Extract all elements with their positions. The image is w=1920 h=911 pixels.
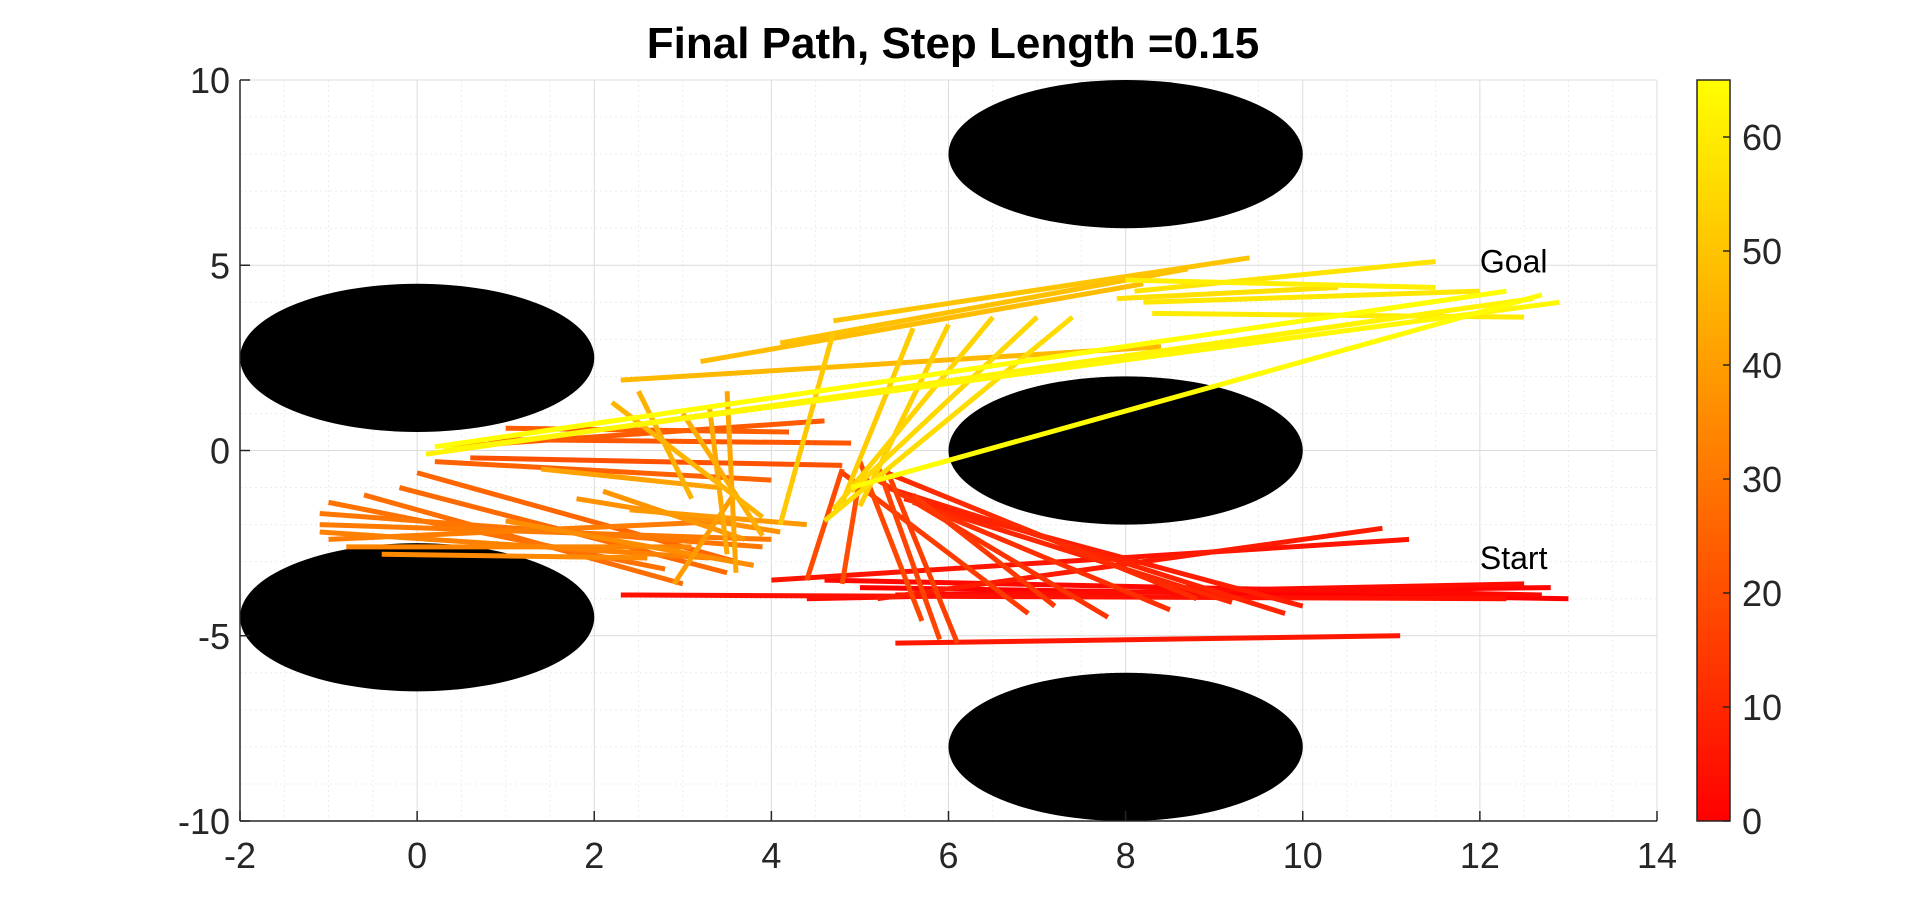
path-segment <box>849 315 1039 494</box>
path-segment <box>929 507 1171 613</box>
colorbar-tick-label: 0 <box>1742 801 1762 842</box>
y-tick-label: 0 <box>210 431 230 472</box>
path-segment <box>434 288 1507 450</box>
colorbar-tick-label: 30 <box>1742 459 1782 500</box>
x-tick-label: 12 <box>1460 835 1500 876</box>
path-segment <box>505 518 755 568</box>
path-segment <box>857 323 951 508</box>
annotation-goal: Goal <box>1480 244 1548 280</box>
x-tick-label: -2 <box>224 835 256 876</box>
path-segment <box>540 466 719 491</box>
colorbar-gradient <box>1696 79 1731 822</box>
obstacles <box>240 80 1303 822</box>
path-segment <box>839 327 916 504</box>
path-segment <box>381 551 648 561</box>
x-tick-label: 14 <box>1637 835 1677 876</box>
path-segment <box>779 266 1189 346</box>
path-segment <box>1125 277 1436 290</box>
path-segment <box>1116 284 1339 302</box>
path-segment <box>724 391 739 573</box>
colorbar: 0 10 20 30 40 50 60 <box>1696 79 1782 842</box>
plot-area: Goal Start -2 0 2 4 6 8 10 12 14 -10 -5 0 5 10 <box>178 60 1677 876</box>
path-segment <box>1143 288 1480 305</box>
x-tick-label: 6 <box>938 835 958 876</box>
axes: -2 0 2 4 6 8 10 12 14 -10 -5 0 5 10 <box>178 60 1677 876</box>
colorbar-tick-label: 60 <box>1742 117 1782 158</box>
obstacle-1 <box>240 283 595 432</box>
path-segment <box>706 405 730 555</box>
path-segment <box>777 331 836 526</box>
path-segment <box>850 292 1543 490</box>
obstacle-5 <box>948 672 1303 822</box>
path-segment <box>620 592 1507 602</box>
path-segment <box>610 400 765 520</box>
obstacle-3 <box>948 80 1303 229</box>
annotations: Goal Start <box>1480 244 1548 576</box>
obstacle-2 <box>240 543 595 692</box>
y-tick-label: -5 <box>198 616 230 657</box>
x-tick-label: 10 <box>1283 835 1323 876</box>
y-tick-label: -10 <box>178 801 230 842</box>
path-segment <box>470 455 843 468</box>
path-segment <box>885 485 1286 616</box>
chart-title: Final Path, Step Length =0.15 <box>647 19 1259 68</box>
path-segment <box>884 468 960 645</box>
colorbar-ticks: 0 10 20 30 40 50 60 <box>1723 117 1782 842</box>
path-segment <box>822 315 1075 523</box>
colorbar-tick-label: 50 <box>1742 231 1782 272</box>
path-segment <box>832 255 1250 324</box>
y-tick-label: 10 <box>190 60 230 101</box>
path-segment <box>680 412 765 538</box>
path-segment <box>434 459 772 483</box>
path-segment <box>831 315 995 512</box>
x-tick-label: 0 <box>407 835 427 876</box>
path-segment <box>443 299 1560 453</box>
colorbar-tick-label: 40 <box>1742 345 1782 386</box>
obstacle-4 <box>948 376 1303 525</box>
path-segment <box>700 281 1144 365</box>
colorbar-tick-label: 10 <box>1742 687 1782 728</box>
y-tick-label: 5 <box>210 245 230 286</box>
path-segment <box>671 489 739 586</box>
x-tick-label: 2 <box>584 835 604 876</box>
x-tick-label: 4 <box>761 835 781 876</box>
path-segment <box>804 468 845 581</box>
path-segment <box>885 470 1198 602</box>
path-segments <box>319 255 1569 646</box>
path-segment <box>895 633 1401 646</box>
path-segment <box>912 499 1233 605</box>
x-tick-label: 8 <box>1116 835 1136 876</box>
path-segment <box>911 492 1057 609</box>
path-segment <box>1134 259 1436 294</box>
annotation-start: Start <box>1480 540 1548 576</box>
path-segment <box>875 464 942 641</box>
path-segment <box>876 477 1110 620</box>
colorbar-tick-label: 20 <box>1742 573 1782 614</box>
